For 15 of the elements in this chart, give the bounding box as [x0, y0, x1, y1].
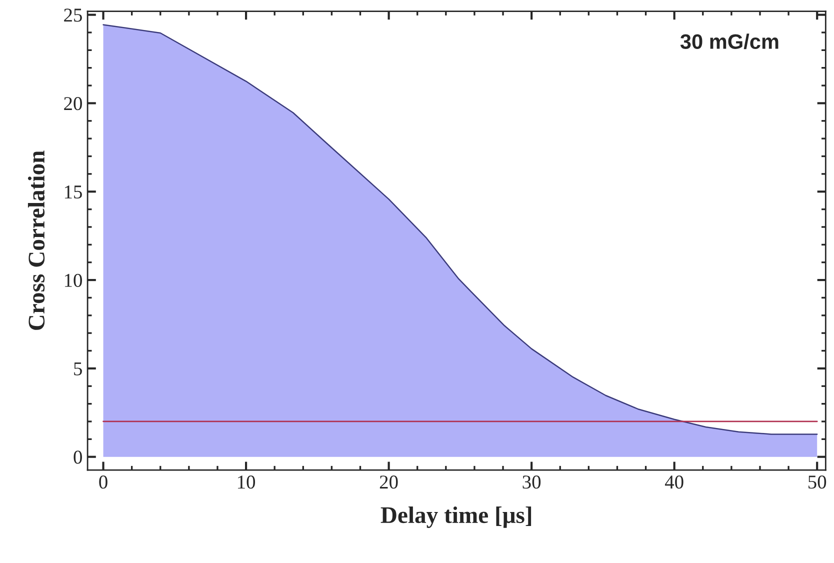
- y-tick-label: 10: [64, 274, 82, 287]
- x-tick-label: 50: [808, 476, 826, 489]
- x-tick-label: 30: [522, 476, 541, 489]
- annotation: 30 mG/cm: [680, 34, 778, 50]
- x-tick-label: 20: [380, 476, 398, 489]
- x-axis-title: Delay time [μs]: [380, 506, 532, 528]
- x-tick-label: 40: [664, 476, 684, 489]
- x-tick-label: 0: [99, 476, 108, 489]
- y-tick-label: 0: [74, 450, 82, 464]
- y-axis-title: Cross Correlation: [28, 150, 45, 330]
- y-tick-label: 20: [64, 97, 82, 110]
- y-tick-label: 15: [64, 186, 82, 199]
- x-tick-label: 10: [238, 476, 256, 489]
- y-tick-label: 5: [74, 362, 82, 376]
- y-tick-label: 25: [64, 8, 82, 22]
